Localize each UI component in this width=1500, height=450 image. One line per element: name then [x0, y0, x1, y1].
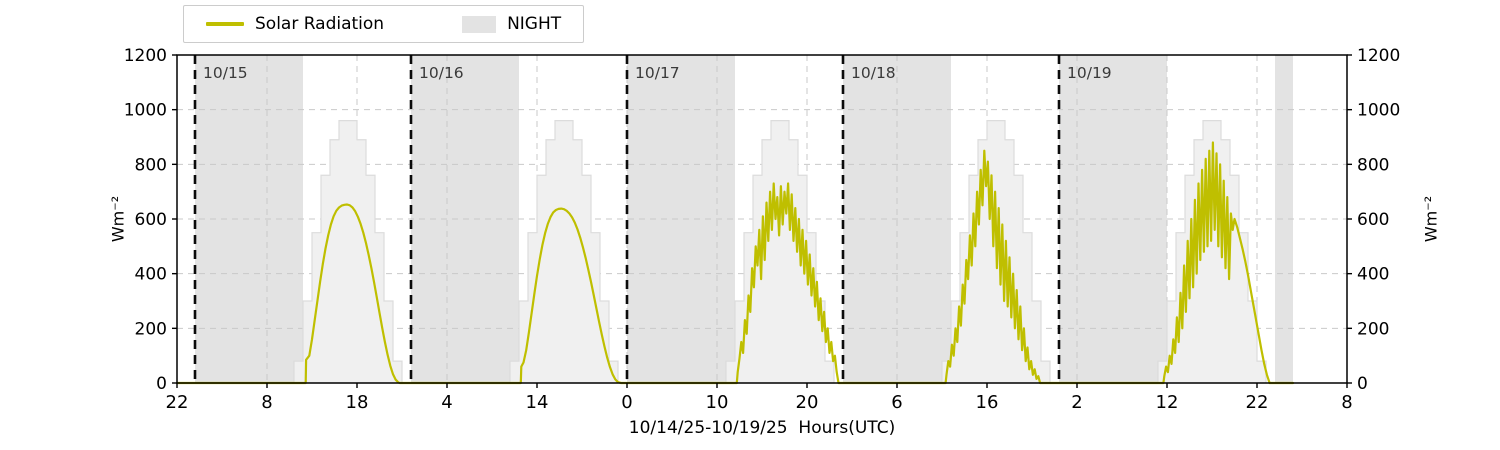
- y-tick-label-right: 200: [1357, 319, 1389, 339]
- x-tick-label: 22: [166, 392, 189, 413]
- legend-label-solar-radiation: Solar Radiation: [255, 14, 385, 34]
- date-label: 10/19: [1067, 64, 1112, 82]
- x-tick-label: 8: [1341, 392, 1352, 413]
- date-label: 10/17: [635, 64, 680, 82]
- night-legend-swatch: [462, 15, 497, 33]
- y-tick-label-right: 1000: [1357, 101, 1400, 121]
- x-tick-label: 16: [976, 392, 999, 413]
- legend-label-night: NIGHT: [507, 14, 562, 34]
- y-tick-label-right: 600: [1357, 210, 1389, 230]
- y-tick-label-left: 200: [135, 319, 167, 339]
- x-tick-label: 4: [441, 392, 452, 413]
- clear-sky-envelope: [509, 120, 619, 384]
- x-tick-label: 20: [796, 392, 819, 413]
- date-label: 10/16: [419, 64, 464, 82]
- x-tick-label: 18: [346, 392, 369, 413]
- legend-item-night: NIGHT: [462, 14, 561, 34]
- x-tick-label: 0: [621, 392, 632, 413]
- y-tick-label-right: 0: [1357, 374, 1368, 394]
- y-tick-label-left: 0: [156, 374, 167, 394]
- x-tick-label: 2: [1071, 392, 1082, 413]
- y-axis-label-left: Wm⁻²: [108, 195, 128, 243]
- y-tick-label-left: 400: [135, 265, 167, 285]
- x-tick-label: 6: [891, 392, 902, 413]
- y-tick-label-right: 1200: [1357, 46, 1400, 66]
- solar-radiation-legend-swatch: [206, 22, 244, 26]
- x-tick-label: 22: [1246, 392, 1269, 413]
- chart-legend: Solar Radiation NIGHT: [183, 5, 585, 43]
- solar-radiation-line: [175, 141, 1295, 385]
- x-tick-label: 12: [1156, 392, 1179, 413]
- y-tick-label-left: 1000: [124, 101, 167, 121]
- x-tick-label: 10: [706, 392, 729, 413]
- legend-item-solar-radiation: Solar Radiation: [206, 14, 384, 34]
- clear-sky-envelope: [293, 120, 403, 384]
- clear-sky-envelope: [1157, 120, 1267, 384]
- x-tick-label: 8: [261, 392, 272, 413]
- y-tick-label-left: 1200: [124, 46, 167, 66]
- x-axis-label: 10/14/25-10/19/25 Hours(UTC): [628, 418, 896, 438]
- y-tick-label-left: 800: [135, 155, 167, 175]
- x-tick-label: 14: [526, 392, 549, 413]
- date-label: 10/15: [203, 64, 248, 82]
- y-axis-label-right: Wm⁻²: [1421, 195, 1441, 243]
- night-band: [1275, 55, 1293, 383]
- y-tick-label-right: 800: [1357, 155, 1389, 175]
- y-tick-label-left: 600: [135, 210, 167, 230]
- date-label: 10/18: [851, 64, 896, 82]
- y-tick-label-right: 400: [1357, 265, 1389, 285]
- clear-sky-envelope: [725, 120, 835, 384]
